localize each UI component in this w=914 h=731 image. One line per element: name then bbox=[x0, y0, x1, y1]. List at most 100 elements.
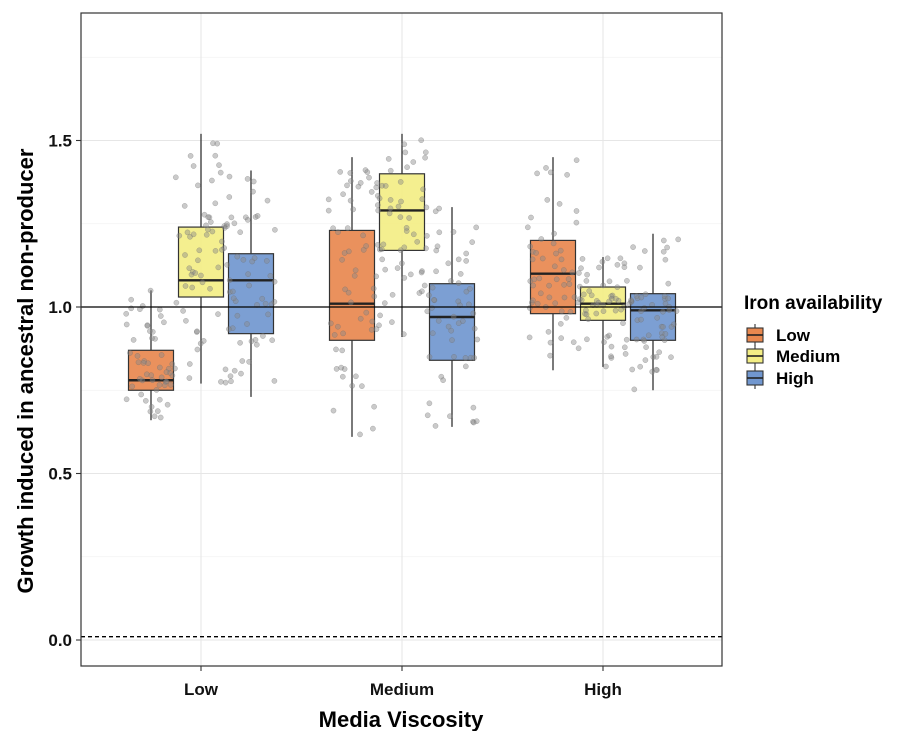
data-point bbox=[271, 378, 278, 384]
data-point bbox=[399, 260, 405, 267]
data-point bbox=[350, 206, 357, 213]
data-point bbox=[379, 182, 385, 189]
data-point bbox=[353, 373, 359, 380]
data-point bbox=[149, 328, 156, 335]
data-point bbox=[665, 295, 671, 302]
data-point bbox=[357, 315, 364, 322]
data-point bbox=[187, 233, 193, 240]
data-point bbox=[254, 213, 261, 219]
data-point bbox=[643, 344, 649, 351]
box-medium-viscosity-medium-iron bbox=[378, 133, 426, 337]
data-point bbox=[410, 159, 417, 165]
data-point bbox=[271, 298, 278, 305]
data-point bbox=[665, 280, 672, 287]
data-point bbox=[558, 256, 565, 263]
data-point bbox=[557, 247, 564, 254]
data-point bbox=[142, 397, 149, 404]
data-point bbox=[244, 321, 250, 327]
data-point bbox=[123, 396, 130, 403]
data-point bbox=[634, 317, 641, 324]
data-point bbox=[187, 153, 194, 159]
data-point bbox=[633, 336, 640, 343]
data-point bbox=[473, 224, 480, 231]
data-point bbox=[148, 403, 155, 410]
data-point bbox=[658, 323, 665, 330]
data-point bbox=[539, 255, 546, 262]
data-point bbox=[547, 352, 553, 359]
data-point bbox=[333, 366, 340, 372]
data-point bbox=[553, 276, 560, 283]
data-point bbox=[368, 326, 375, 333]
data-point bbox=[360, 247, 367, 253]
data-point bbox=[564, 171, 570, 178]
data-point bbox=[248, 338, 255, 345]
data-point bbox=[394, 265, 401, 271]
data-point bbox=[123, 310, 130, 317]
data-point bbox=[547, 169, 554, 176]
box-low-viscosity-high-iron bbox=[227, 170, 275, 397]
data-point bbox=[653, 366, 660, 373]
data-point bbox=[436, 229, 443, 236]
data-point bbox=[364, 169, 371, 175]
data-point bbox=[403, 228, 410, 234]
data-point bbox=[389, 319, 395, 325]
data-point bbox=[189, 284, 196, 291]
data-point bbox=[573, 157, 580, 164]
data-point bbox=[260, 333, 266, 339]
data-point bbox=[604, 333, 611, 340]
data-point bbox=[347, 178, 354, 184]
data-point bbox=[403, 224, 410, 231]
data-point bbox=[423, 245, 429, 252]
data-point bbox=[397, 214, 404, 220]
data-point bbox=[596, 264, 602, 271]
data-point bbox=[244, 217, 251, 223]
data-point bbox=[426, 400, 433, 407]
data-point bbox=[534, 300, 541, 307]
data-point bbox=[628, 298, 635, 305]
data-point bbox=[463, 250, 470, 257]
legend-item-medium: Medium bbox=[746, 345, 840, 367]
legend-label: Medium bbox=[776, 347, 840, 366]
box-iqr bbox=[328, 229, 376, 341]
box-iqr bbox=[177, 226, 225, 298]
data-point bbox=[638, 308, 644, 315]
data-point bbox=[462, 363, 469, 370]
data-point bbox=[527, 243, 534, 250]
data-point bbox=[259, 295, 266, 302]
data-point bbox=[335, 229, 341, 236]
data-point bbox=[156, 396, 163, 403]
data-point bbox=[424, 412, 431, 419]
data-point bbox=[628, 297, 634, 303]
data-point bbox=[157, 313, 164, 319]
data-point bbox=[426, 354, 433, 360]
data-point bbox=[606, 298, 612, 305]
data-point bbox=[195, 257, 201, 264]
data-point bbox=[407, 271, 414, 278]
data-point bbox=[130, 337, 137, 343]
data-point bbox=[374, 192, 381, 199]
data-point bbox=[419, 268, 425, 274]
data-point bbox=[143, 371, 150, 378]
data-point bbox=[638, 316, 644, 323]
data-point bbox=[325, 207, 332, 214]
data-point bbox=[245, 271, 251, 277]
data-point bbox=[154, 408, 161, 414]
data-point bbox=[186, 265, 193, 272]
data-point bbox=[345, 289, 352, 296]
data-point bbox=[193, 329, 200, 335]
data-point bbox=[144, 322, 151, 329]
data-point bbox=[576, 270, 582, 276]
data-point bbox=[578, 265, 584, 272]
data-point bbox=[527, 278, 534, 284]
data-point bbox=[397, 247, 404, 254]
data-point bbox=[152, 335, 158, 342]
y-tick-label: 0.0 bbox=[48, 631, 72, 650]
data-point bbox=[608, 353, 614, 360]
data-point bbox=[526, 305, 533, 311]
data-point bbox=[374, 241, 381, 248]
data-point bbox=[593, 310, 600, 317]
data-point bbox=[563, 314, 570, 321]
data-point bbox=[459, 318, 466, 324]
data-point bbox=[249, 258, 256, 265]
data-point bbox=[228, 378, 234, 385]
